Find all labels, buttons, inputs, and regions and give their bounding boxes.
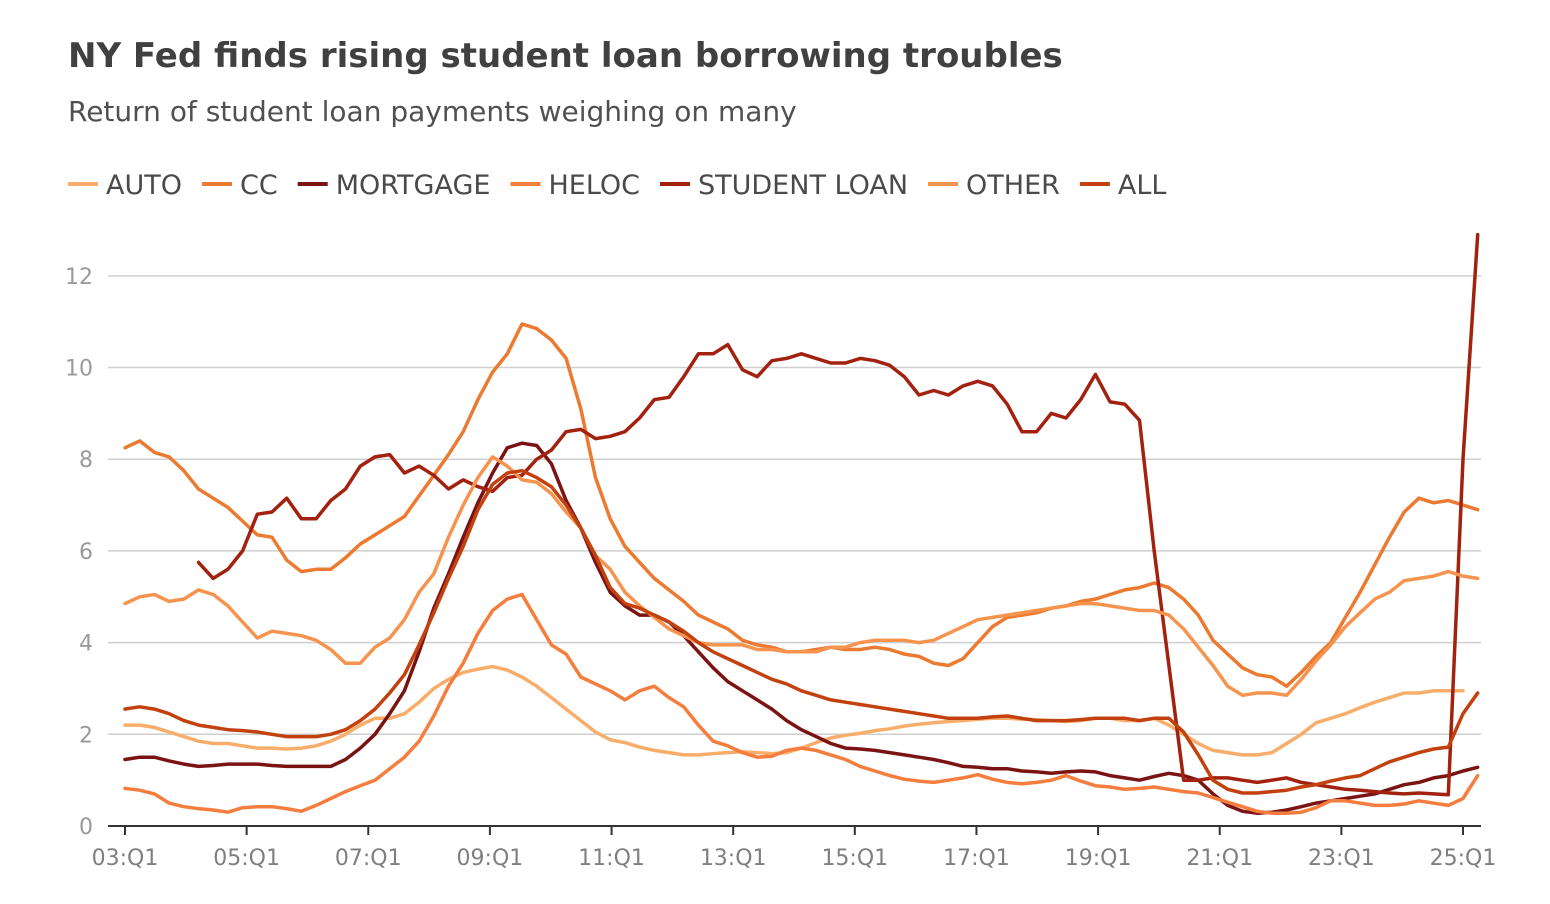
legend-label: CC: [240, 170, 278, 201]
chart-subtitle: Return of student loan payments weighing…: [68, 95, 797, 128]
x-tick-label: 13:Q1: [700, 846, 767, 871]
y-tick-label: 2: [79, 723, 93, 748]
chart-legend: AUTO CC MORTGAGE HELOC STUDENT LOAN OTHER ALL: [68, 170, 1166, 201]
y-tick-label: 12: [65, 265, 93, 290]
legend-label: AUTO: [106, 170, 182, 201]
y-axis: 0 2 4 6 8 10 12: [65, 265, 93, 840]
x-tick-label: 21:Q1: [1186, 846, 1253, 871]
x-tick-label: 03:Q1: [92, 846, 159, 871]
y-tick-label: 6: [79, 540, 93, 565]
y-tick-label: 0: [79, 815, 93, 840]
x-tick-label: 15:Q1: [821, 846, 888, 871]
legend-label: MORTGAGE: [336, 170, 491, 201]
legend-label: OTHER: [966, 170, 1060, 201]
chart-series: [123, 232, 1480, 815]
x-axis: 03:Q1 05:Q1 07:Q1 09:Q1 11:Q1 13:Q1 15:Q1 17:Q1…: [92, 825, 1497, 871]
legend-label: HELOC: [548, 170, 640, 201]
series-line-auto: [123, 664, 1465, 757]
y-tick-label: 4: [79, 632, 93, 657]
series-line-heloc: [123, 592, 1480, 815]
legend-label: STUDENT LOAN: [698, 170, 908, 201]
x-tick-label: 23:Q1: [1308, 846, 1375, 871]
x-tick-label: 19:Q1: [1065, 846, 1132, 871]
y-tick-label: 10: [65, 357, 93, 382]
legend-label: ALL: [1118, 170, 1167, 201]
y-tick-label: 8: [79, 448, 93, 473]
chart-title: NY Fed finds rising student loan borrowi…: [68, 36, 1063, 76]
chart-gridlines: [108, 275, 1481, 736]
x-tick-label: 07:Q1: [335, 846, 402, 871]
x-tick-label: 17:Q1: [943, 846, 1010, 871]
x-tick-label: 25:Q1: [1430, 846, 1497, 871]
series-line-other: [123, 455, 1480, 698]
x-tick-label: 05:Q1: [213, 846, 280, 871]
series-line-mortgage: [123, 441, 1480, 815]
x-tick-label: 09:Q1: [457, 846, 524, 871]
series-line-all: [123, 468, 1480, 795]
series-line-student-loan: [196, 232, 1480, 797]
x-tick-label: 11:Q1: [578, 846, 645, 871]
